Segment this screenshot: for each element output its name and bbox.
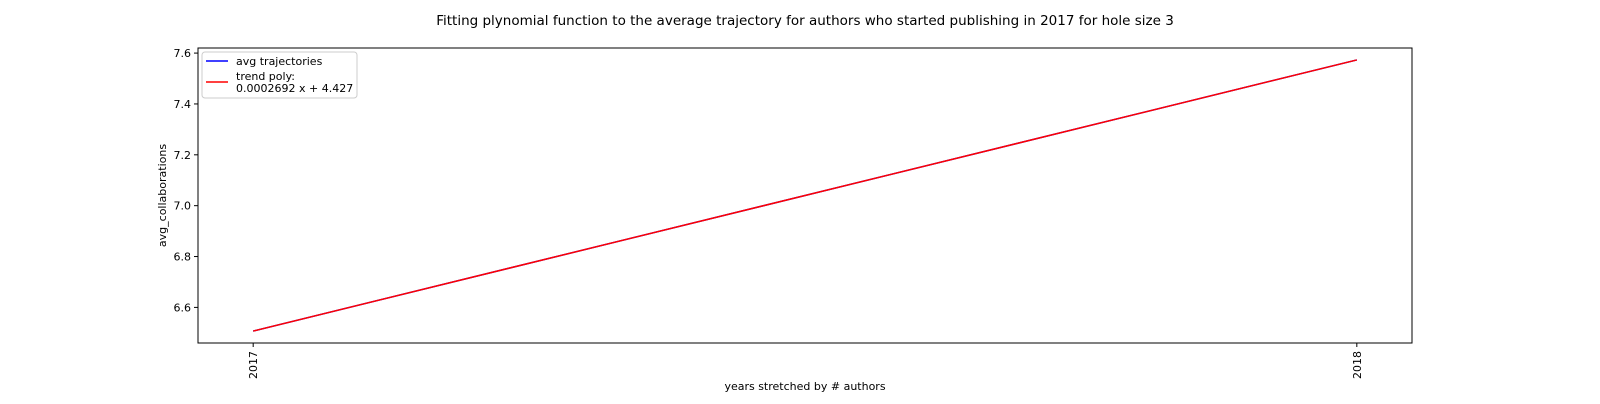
legend-label-trend-poly-equation: 0.0002692 x + 4.427: [236, 82, 353, 95]
y-tick-label: 7.2: [174, 149, 192, 162]
legend-label-avg-trajectories: avg trajectories: [236, 55, 323, 68]
x-tick-label: 2017: [247, 351, 260, 379]
x-tick-label: 2018: [1351, 351, 1364, 379]
series-lines: [253, 59, 1357, 332]
y-axis-ticks: 6.6 6.8 7.0 7.2 7.4 7.6: [174, 47, 198, 314]
y-axis-label: avg_collaborations: [156, 144, 169, 247]
chart-title: Fitting plynomial function to the averag…: [436, 13, 1174, 29]
series-line-trend-poly: [253, 59, 1357, 332]
y-tick-label: 6.6: [174, 301, 192, 314]
legend-label-trend-poly: trend poly:: [236, 70, 295, 83]
legend: avg trajectories trend poly: 0.0002692 x…: [201, 51, 358, 99]
y-tick-label: 7.4: [174, 98, 192, 111]
x-axis-label: years stretched by # authors: [724, 380, 885, 393]
y-tick-label: 6.8: [174, 251, 192, 264]
legend-box: [201, 51, 358, 99]
x-axis-ticks: 2017 2018: [247, 343, 1364, 379]
plot-frame: [197, 47, 1413, 344]
y-tick-label: 7.6: [174, 47, 192, 60]
y-tick-label: 7.0: [174, 200, 192, 213]
